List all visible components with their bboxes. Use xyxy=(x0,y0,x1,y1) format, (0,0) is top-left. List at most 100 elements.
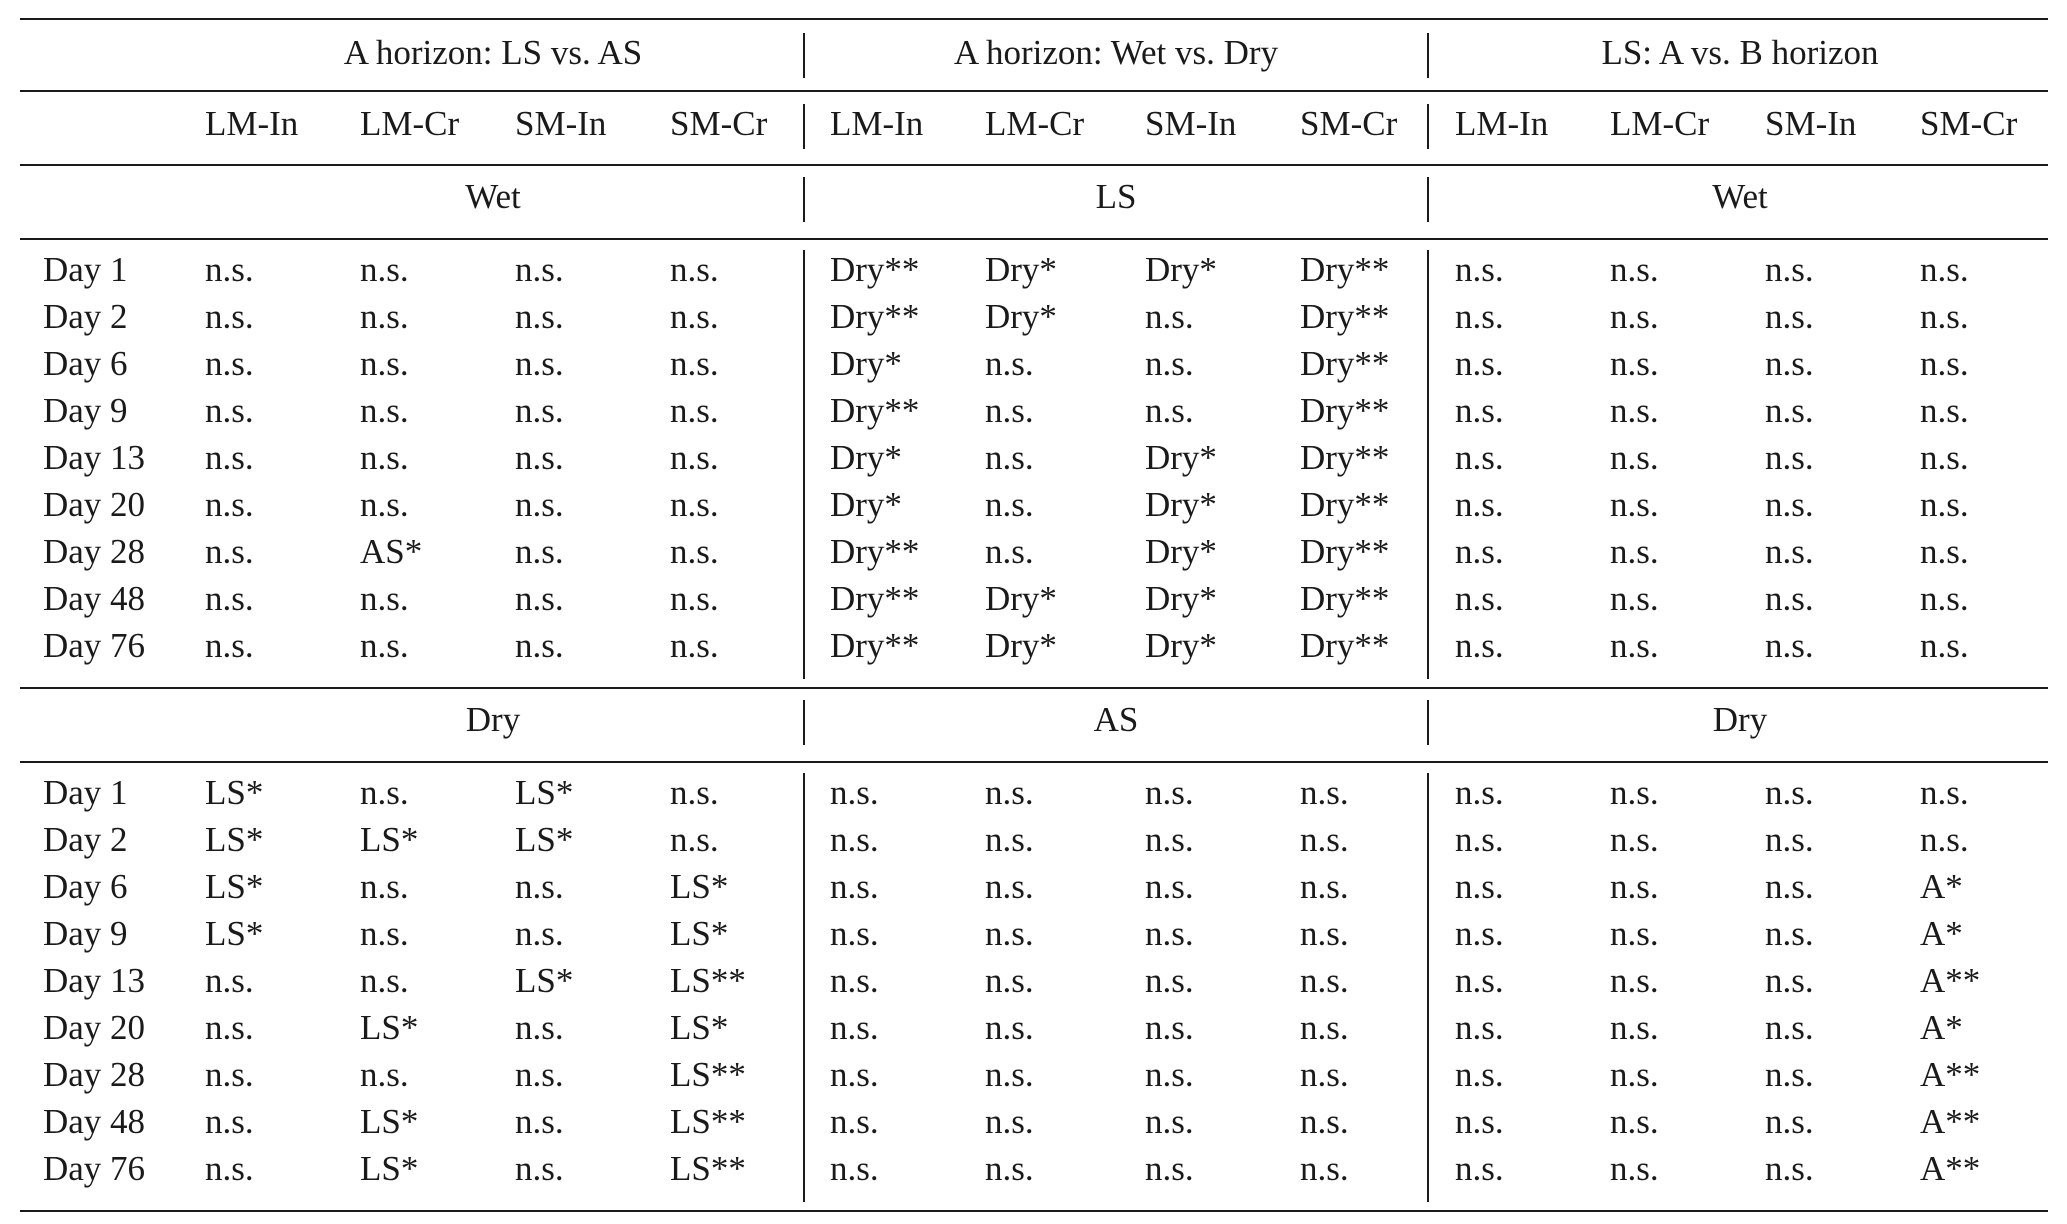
table-cell: n.s. xyxy=(515,297,564,336)
table-cell: n.s. xyxy=(1610,773,1659,812)
table-cell: n.s. xyxy=(360,1055,409,1094)
table-cell: Dry** xyxy=(1300,485,1390,524)
table-cell: LS* xyxy=(360,820,419,859)
row-day-label: Day 1 xyxy=(43,773,128,812)
table-cell: n.s. xyxy=(985,391,1034,430)
table-cell: n.s. xyxy=(205,626,254,665)
table-cell: n.s. xyxy=(515,344,564,383)
row-day-label: Day 6 xyxy=(43,867,128,906)
table-cell: A** xyxy=(1920,1102,1981,1141)
table-cell: n.s. xyxy=(515,1008,564,1047)
table-cell: n.s. xyxy=(1610,579,1659,618)
column-divider xyxy=(1427,773,1429,1202)
table-cell: LS* xyxy=(205,820,264,859)
table-cell: n.s. xyxy=(670,485,719,524)
table-cell: n.s. xyxy=(515,485,564,524)
table-cell: n.s. xyxy=(360,773,409,812)
table-cell: n.s. xyxy=(1455,914,1504,953)
table-cell: n.s. xyxy=(830,867,879,906)
table-cell: n.s. xyxy=(1455,485,1504,524)
table-cell: n.s. xyxy=(1145,1149,1194,1188)
table-cell: n.s. xyxy=(1765,391,1814,430)
table-cell: Dry* xyxy=(1145,579,1217,618)
table-cell: n.s. xyxy=(1610,914,1659,953)
table-cell: n.s. xyxy=(1765,914,1814,953)
row-day-label: Day 48 xyxy=(43,1102,146,1141)
table-cell: LS** xyxy=(670,1102,746,1141)
table-cell: Dry* xyxy=(830,438,902,477)
table-cell: Dry** xyxy=(1300,344,1390,383)
table-rule xyxy=(20,90,2048,92)
table-cell: n.s. xyxy=(1455,1149,1504,1188)
table-cell: n.s. xyxy=(1145,914,1194,953)
table-cell: Dry* xyxy=(985,626,1057,665)
table-cell: n.s. xyxy=(985,1102,1034,1141)
table-cell: n.s. xyxy=(515,1102,564,1141)
table-cell: n.s. xyxy=(515,579,564,618)
table-cell: LS* xyxy=(670,867,729,906)
group-header: A horizon: Wet vs. Dry xyxy=(953,33,1279,72)
table-cell: LS* xyxy=(360,1008,419,1047)
table-cell: n.s. xyxy=(1920,391,1969,430)
row-day-label: Day 28 xyxy=(43,1055,146,1094)
table-cell: n.s. xyxy=(1610,485,1659,524)
table-cell: n.s. xyxy=(360,344,409,383)
table-cell: n.s. xyxy=(1145,297,1194,336)
table-rule xyxy=(20,18,2048,20)
table-cell: Dry* xyxy=(985,579,1057,618)
table-cell: n.s. xyxy=(1300,1008,1349,1047)
table-cell: Dry** xyxy=(830,297,920,336)
table-cell: n.s. xyxy=(1920,579,1969,618)
table-cell: Dry** xyxy=(830,626,920,665)
table-cell: n.s. xyxy=(670,391,719,430)
table-cell: AS* xyxy=(360,532,423,571)
table-cell: n.s. xyxy=(830,961,879,1000)
table-rule xyxy=(20,687,2048,689)
row-day-label: Day 76 xyxy=(43,626,146,665)
table-cell: n.s. xyxy=(830,773,879,812)
table-cell: n.s. xyxy=(1765,532,1814,571)
table-cell: n.s. xyxy=(1920,773,1969,812)
table-cell: Dry* xyxy=(1145,626,1217,665)
table-cell: n.s. xyxy=(515,626,564,665)
table-cell: n.s. xyxy=(1455,961,1504,1000)
table-cell: Dry** xyxy=(830,391,920,430)
table-cell: n.s. xyxy=(360,438,409,477)
table-cell: n.s. xyxy=(830,1055,879,1094)
table-cell: n.s. xyxy=(1455,438,1504,477)
table-cell: n.s. xyxy=(360,867,409,906)
table-cell: n.s. xyxy=(205,579,254,618)
column-header: SM-Cr xyxy=(1920,104,2018,143)
table-cell: n.s. xyxy=(205,391,254,430)
table-cell: n.s. xyxy=(205,961,254,1000)
table-cell: n.s. xyxy=(830,1008,879,1047)
table-cell: n.s. xyxy=(1455,1008,1504,1047)
table-cell: Dry* xyxy=(985,250,1057,289)
column-divider xyxy=(803,33,805,78)
table-cell: n.s. xyxy=(1455,867,1504,906)
table-rule xyxy=(20,761,2048,763)
table-cell: n.s. xyxy=(670,297,719,336)
table-cell: n.s. xyxy=(360,391,409,430)
column-divider xyxy=(1427,104,1429,149)
table-cell: Dry** xyxy=(830,532,920,571)
table-cell: n.s. xyxy=(1455,532,1504,571)
table-cell: n.s. xyxy=(1455,579,1504,618)
table-cell: n.s. xyxy=(1765,579,1814,618)
table-cell: n.s. xyxy=(515,391,564,430)
table-cell: n.s. xyxy=(1610,297,1659,336)
table-cell: A* xyxy=(1920,914,1963,953)
table-cell: n.s. xyxy=(205,1055,254,1094)
table-cell: n.s. xyxy=(1920,344,1969,383)
column-header: SM-Cr xyxy=(1300,104,1398,143)
column-divider xyxy=(803,700,805,745)
table-cell: n.s. xyxy=(1610,391,1659,430)
table-cell: n.s. xyxy=(985,485,1034,524)
group-header: A horizon: LS vs. AS xyxy=(343,33,643,72)
table-cell: n.s. xyxy=(830,820,879,859)
table-cell: n.s. xyxy=(1920,485,1969,524)
table-cell: n.s. xyxy=(830,914,879,953)
table-cell: n.s. xyxy=(1455,391,1504,430)
table-cell: n.s. xyxy=(1300,820,1349,859)
column-divider xyxy=(803,250,805,679)
